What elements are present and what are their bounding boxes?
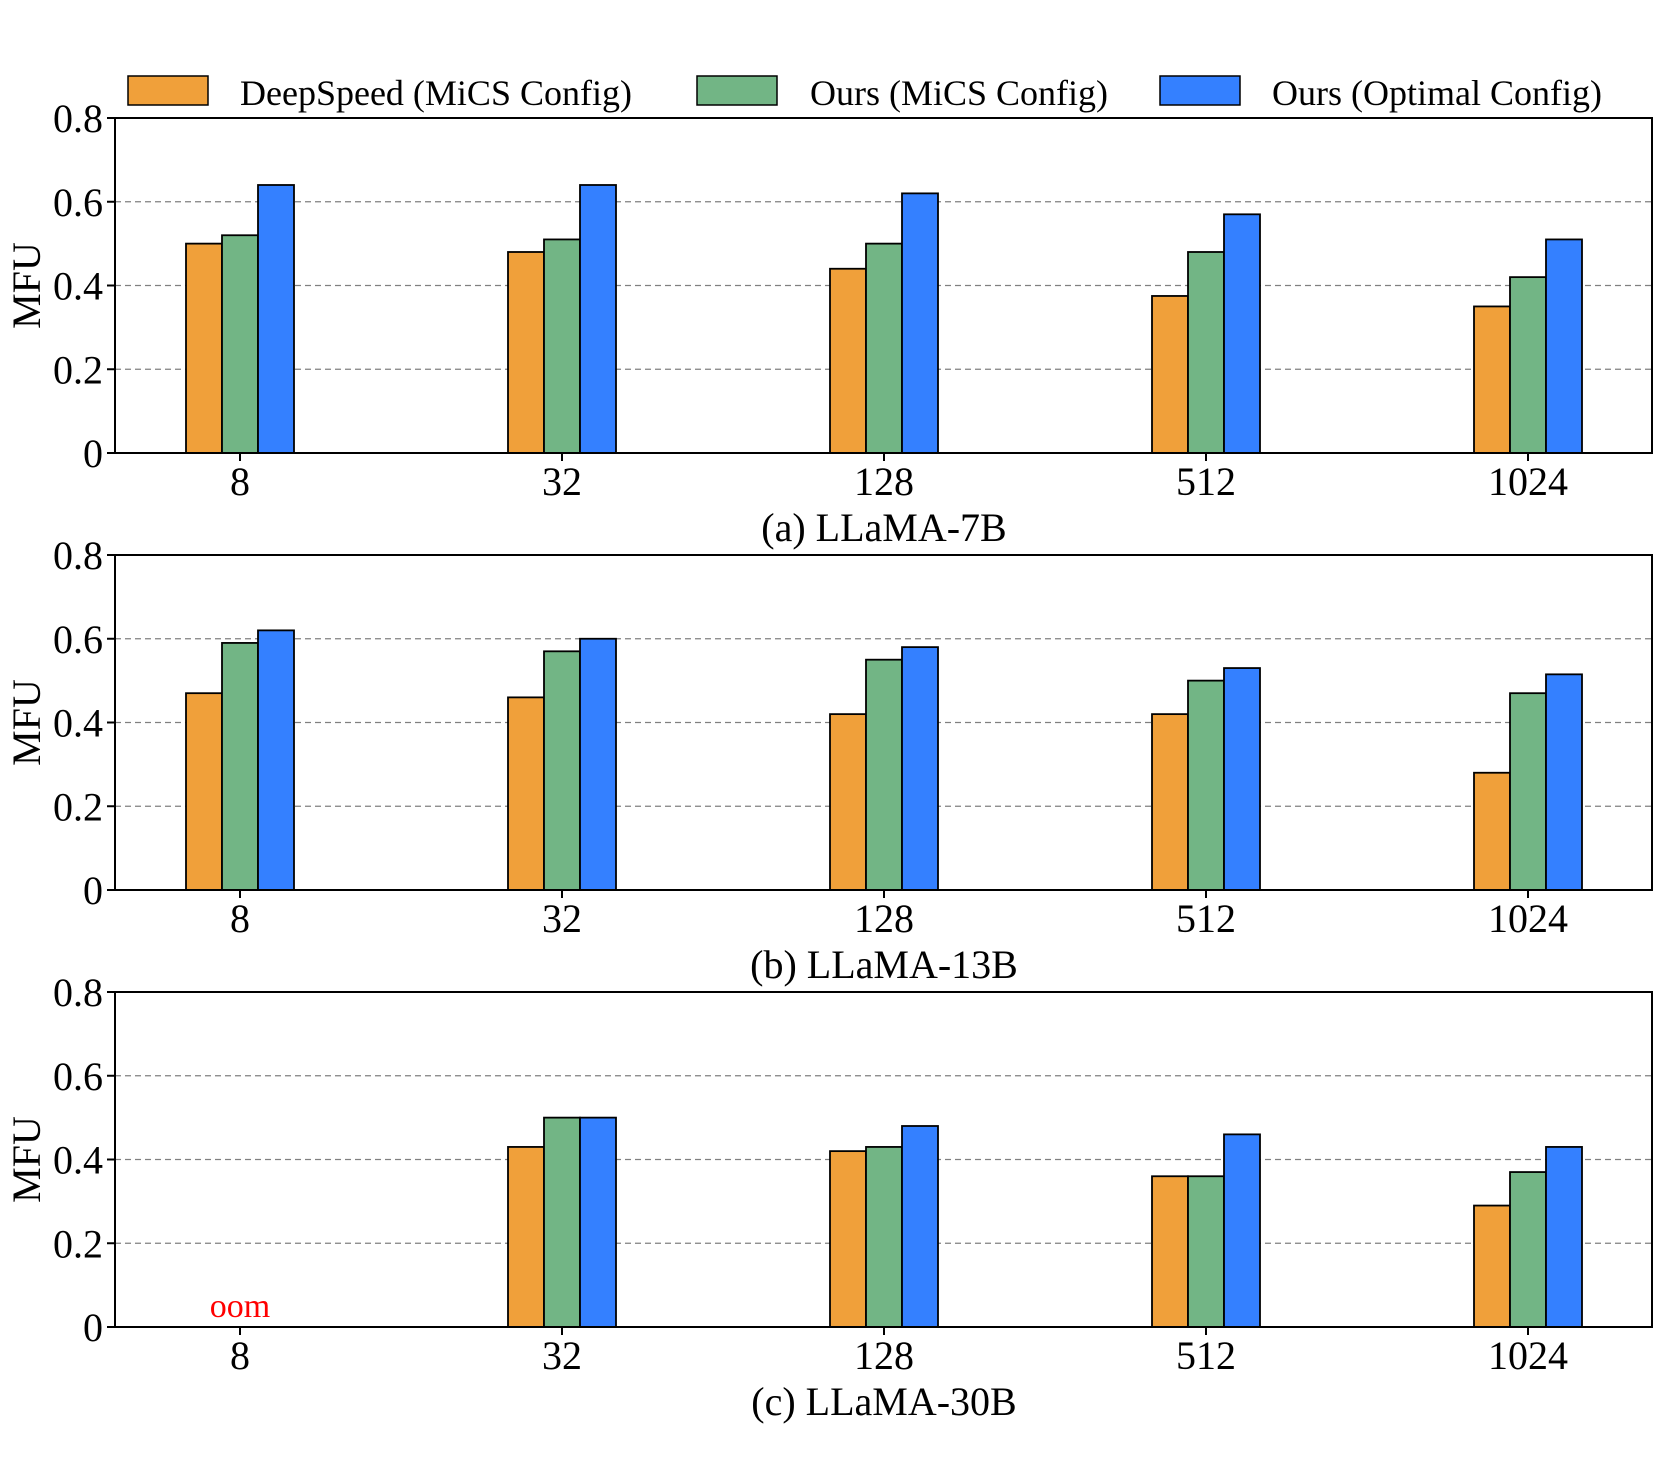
legend-item: Ours (MiCS Config) <box>696 73 1108 113</box>
x-tick-label: 8 <box>230 459 250 504</box>
bar <box>865 658 903 891</box>
y-tick-label: 0.8 <box>53 96 103 141</box>
bar <box>865 1146 903 1328</box>
bar <box>543 650 581 891</box>
chart-caption: (c) LLaMA-30B <box>751 1379 1016 1424</box>
chart-panel: 0 0.2 0.4 0.6 0.8 MFU 8 32 128 512 1024 (a) LLaMA-7… <box>4 96 1653 550</box>
y-axis-label: MFU <box>4 1116 49 1203</box>
bar <box>1545 1146 1583 1328</box>
y-tick-label: 0.8 <box>53 970 103 1015</box>
bar <box>1223 667 1261 891</box>
y-tick-label: 0 <box>83 431 103 476</box>
bar <box>185 242 223 454</box>
legend-swatch <box>127 75 209 106</box>
bar <box>221 234 259 454</box>
bar <box>901 646 939 891</box>
x-tick-label: 512 <box>1176 896 1236 941</box>
bar <box>829 1150 867 1328</box>
bar <box>1187 679 1225 891</box>
chart-caption: (b) LLaMA-13B <box>750 942 1018 987</box>
legend-label: DeepSpeed (MiCS Config) <box>240 73 632 113</box>
bar <box>1545 673 1583 891</box>
chart-panel: 0 0.2 0.4 0.6 0.8 MFU oom 8 32 128 512 1024 (c) LLaM… <box>4 970 1653 1424</box>
x-tick-label: 8 <box>230 1333 250 1378</box>
bar <box>579 1116 617 1328</box>
bar <box>1473 305 1511 454</box>
bar <box>1151 713 1189 891</box>
bar <box>221 642 259 891</box>
y-tick-label: 0.4 <box>53 264 103 309</box>
y-tick-label: 0.6 <box>53 1054 103 1099</box>
x-tick-label: 8 <box>230 896 250 941</box>
annotation-label: oom <box>210 1288 270 1325</box>
bar <box>1509 692 1547 891</box>
bar <box>1187 1175 1225 1328</box>
bar <box>543 238 581 454</box>
x-tick-label: 128 <box>854 1333 914 1378</box>
bar <box>1473 1204 1511 1328</box>
legend-item: DeepSpeed (MiCS Config) <box>127 73 632 113</box>
x-tick-label: 32 <box>542 459 582 504</box>
bar <box>185 692 223 891</box>
y-tick-label: 0.6 <box>53 617 103 662</box>
bar <box>829 713 867 891</box>
bar <box>507 1146 545 1328</box>
bar <box>257 184 295 454</box>
bar <box>1545 238 1583 454</box>
y-tick-label: 0 <box>83 1305 103 1350</box>
bar <box>1151 295 1189 454</box>
bar <box>1509 276 1547 454</box>
x-tick-label: 128 <box>854 459 914 504</box>
x-tick-label: 1024 <box>1488 1333 1568 1378</box>
bar <box>543 1116 581 1328</box>
legend-swatch <box>696 75 778 106</box>
chart-caption: (a) LLaMA-7B <box>761 505 1006 550</box>
bar <box>1223 213 1261 454</box>
x-tick-label: 128 <box>854 896 914 941</box>
y-axis-label: MFU <box>4 679 49 766</box>
x-tick-label: 512 <box>1176 1333 1236 1378</box>
legend-label: Ours (Optimal Config) <box>1272 73 1602 113</box>
bar <box>829 267 867 454</box>
y-tick-label: 0.4 <box>53 701 103 746</box>
bar <box>1509 1171 1547 1328</box>
y-tick-label: 0.6 <box>53 180 103 225</box>
x-tick-label: 1024 <box>1488 896 1568 941</box>
y-tick-label: 0.4 <box>53 1138 103 1183</box>
bar <box>1473 771 1511 891</box>
y-tick-label: 0.2 <box>53 784 103 829</box>
charts: 0 0.2 0.4 0.6 0.8 MFU 8 32 128 512 1024 (a) LLaMA-7… <box>4 96 1653 1424</box>
bar <box>1187 251 1225 454</box>
legend-swatch <box>1159 75 1241 106</box>
y-tick-label: 0 <box>83 868 103 913</box>
legend-item: Ours (Optimal Config) <box>1159 73 1602 113</box>
bar <box>579 637 617 891</box>
y-tick-label: 0.2 <box>53 1221 103 1266</box>
bar <box>901 1125 939 1328</box>
x-tick-label: 32 <box>542 896 582 941</box>
legend-label: Ours (MiCS Config) <box>810 73 1108 113</box>
bar <box>901 192 939 454</box>
x-tick-label: 1024 <box>1488 459 1568 504</box>
bar <box>257 629 295 891</box>
bar <box>507 251 545 454</box>
y-axis-label: MFU <box>4 242 49 329</box>
y-tick-label: 0.8 <box>53 533 103 578</box>
chart-panel: 0 0.2 0.4 0.6 0.8 MFU 8 32 128 512 1024 (b) LLaMA-1… <box>4 533 1653 987</box>
bar <box>507 696 545 891</box>
legend: DeepSpeed (MiCS Config) Ours (MiCS Config… <box>127 73 1602 113</box>
x-tick-label: 512 <box>1176 459 1236 504</box>
bar <box>1223 1133 1261 1328</box>
bar <box>865 242 903 454</box>
x-tick-label: 32 <box>542 1333 582 1378</box>
bar <box>1151 1175 1189 1328</box>
y-tick-label: 0.2 <box>53 347 103 392</box>
bar <box>579 184 617 454</box>
